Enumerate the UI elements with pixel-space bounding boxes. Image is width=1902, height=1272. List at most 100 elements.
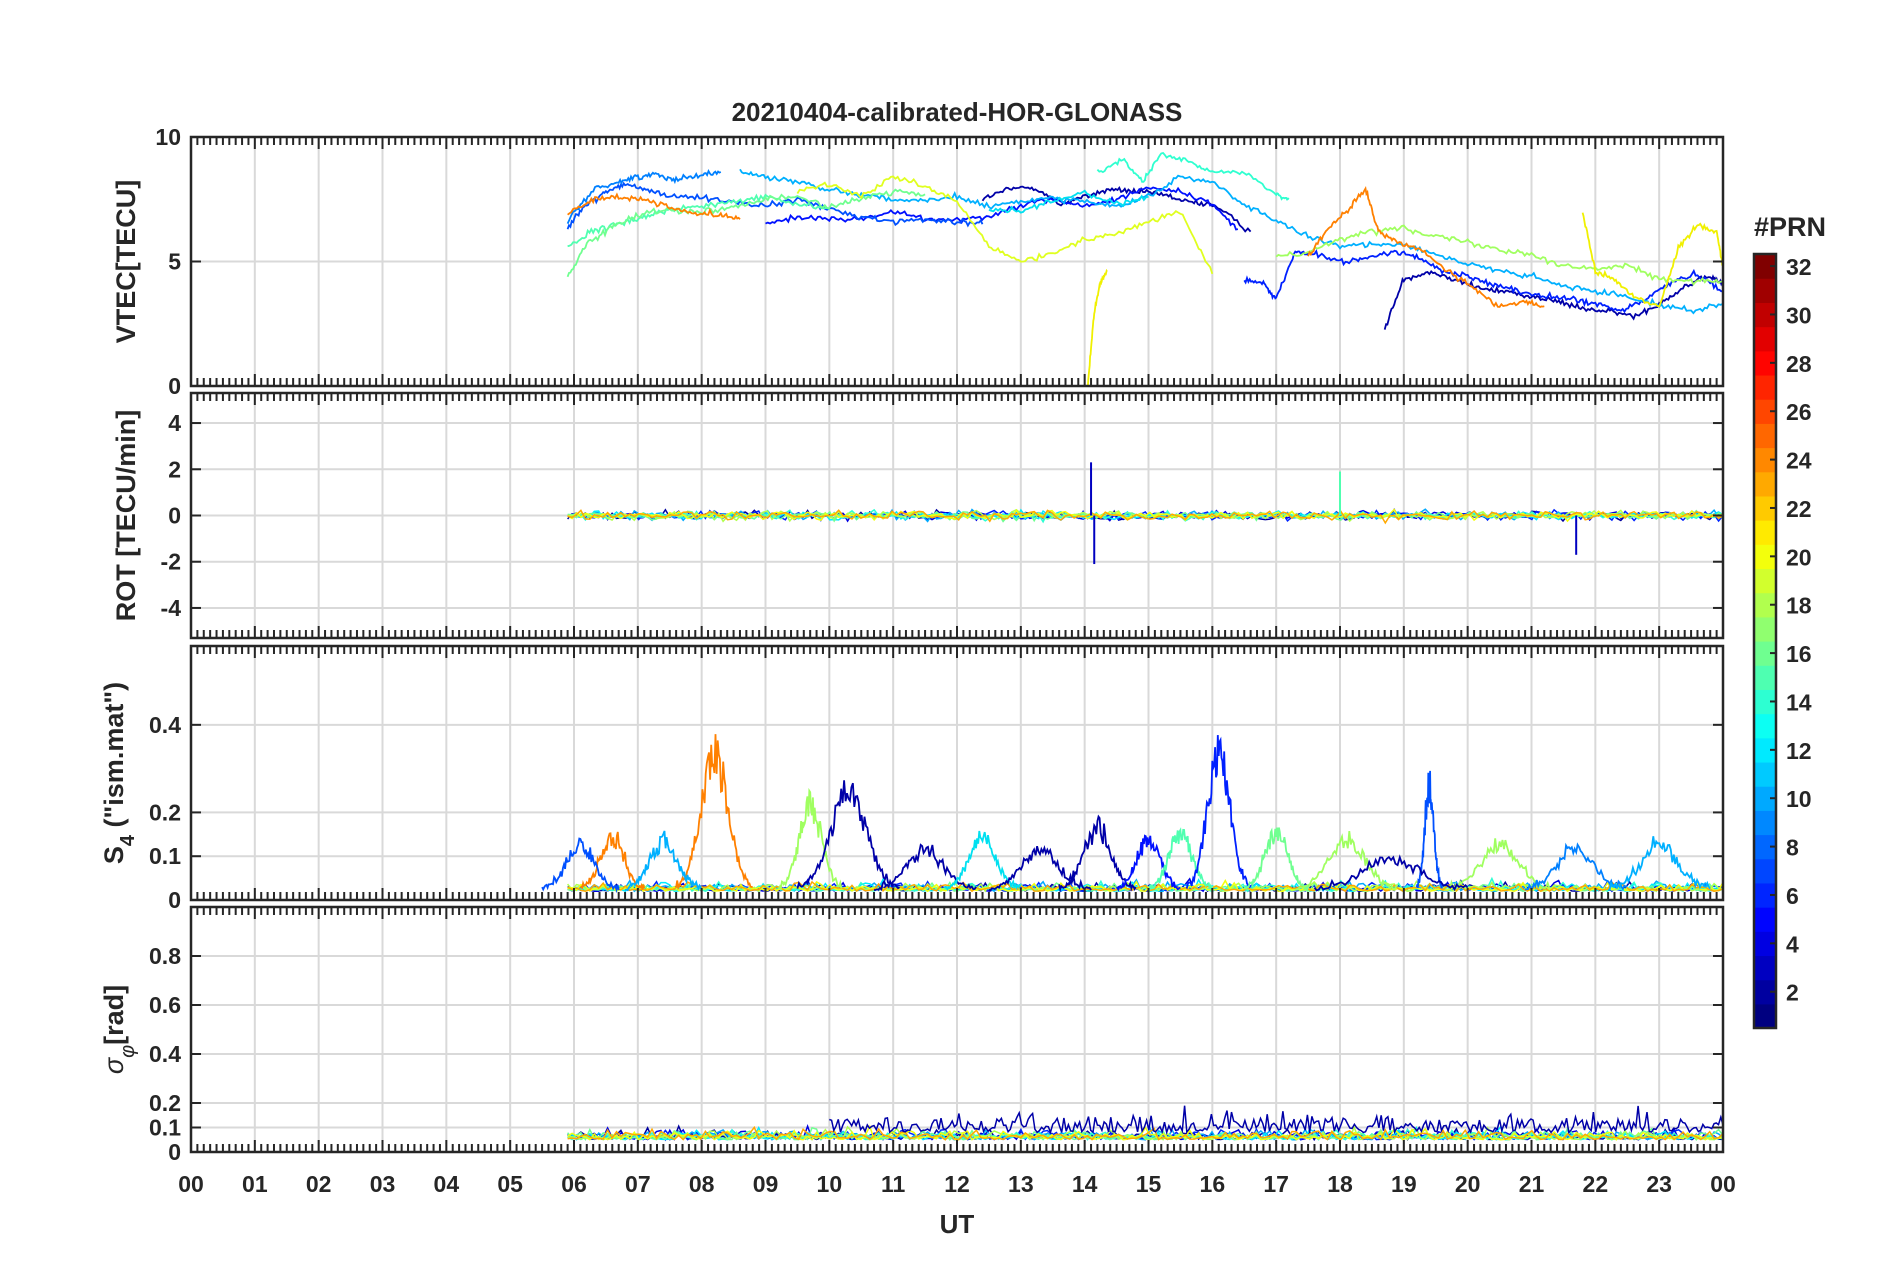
x-minor-ticks (190, 137, 1724, 386)
series-line-prn-13 (1096, 152, 1290, 202)
colorbar-tick-label: 8 (1786, 835, 1799, 861)
colorbar-tick-label: 26 (1786, 399, 1812, 425)
x-tick-label: 11 (881, 1171, 906, 1197)
y-axis-label: VTEC[TECU] (111, 180, 141, 344)
colorbar-swatch (1754, 302, 1776, 328)
colorbar-swatch (1754, 568, 1776, 594)
panel-s4: 0 0.1 0.2 0.4 S4 ("ism.mat") (99, 644, 1725, 913)
x-tick-label: 19 (1391, 1171, 1417, 1197)
series-line-prn-4 (1243, 249, 1723, 314)
colorbar-swatch (1754, 979, 1776, 1005)
colorbar-swatch (1754, 471, 1776, 497)
x-tick-label: 07 (625, 1171, 651, 1197)
series-line-prn-8 (566, 168, 722, 224)
x-tick-label: 20 (1455, 1171, 1481, 1197)
colorbar-swatch (1754, 955, 1776, 981)
series-line (567, 1126, 1723, 1141)
colorbar-swatch (1754, 665, 1776, 690)
colorbar-tick-label: 22 (1786, 496, 1812, 522)
colorbar-swatch (1754, 713, 1776, 739)
y-axis-ticks: -4 -2 0 2 4 (161, 410, 1723, 621)
colorbar-tick-label: 30 (1786, 302, 1812, 328)
y-tick-label: 0 (168, 1139, 181, 1165)
panel-vtec: 0 5 10 VTEC[TECU] (111, 124, 1725, 399)
series-line-prn-16 (566, 188, 926, 278)
colorbar-tick-label: 4 (1786, 931, 1799, 957)
s4-activity (1607, 836, 1711, 892)
colorbar-swatch (1754, 882, 1776, 908)
s4-activity (1243, 827, 1309, 894)
colorbar-swatch (1754, 399, 1776, 424)
y-tick-label: 0.2 (149, 1090, 181, 1116)
colorbar-tick-label: 32 (1786, 254, 1812, 280)
x-tick-label: 21 (1519, 1171, 1545, 1197)
x-tick-label: 01 (242, 1171, 268, 1197)
s4-activity (675, 734, 754, 891)
x-axis-label: UT (940, 1209, 975, 1239)
x-tick-label: 16 (1200, 1171, 1226, 1197)
s4-activity (1448, 838, 1552, 891)
x-tick-label: 13 (1008, 1171, 1034, 1197)
series-line-prn-2 (981, 185, 1252, 233)
colorbar-swatch (1754, 737, 1776, 763)
colorbar-swatch (1754, 495, 1776, 521)
s4-activity (1294, 830, 1399, 892)
y-tick-label: 0.2 (149, 799, 181, 825)
colorbar-swatch (1754, 544, 1776, 570)
x-tick-label: 00 (1710, 1171, 1736, 1197)
y-tick-label: 0.4 (149, 712, 181, 738)
y-tick-label: 4 (168, 410, 181, 436)
sigma-phi-activity (829, 1105, 1723, 1136)
y-tick-label: 0 (168, 503, 181, 529)
x-minor-ticks (190, 393, 1724, 638)
s4-activity (778, 787, 843, 891)
colorbar-swatch (1754, 374, 1776, 400)
s4-activity (1115, 834, 1181, 892)
s4-activity (579, 831, 646, 890)
x-tick-label: 10 (817, 1171, 843, 1197)
colorbar-tick-label: 10 (1786, 786, 1812, 812)
data-layer (541, 734, 1723, 894)
y-tick-label: 0.1 (149, 843, 181, 869)
series-line-prn-2 (1383, 270, 1723, 330)
y-axis-ticks: 0 0.1 0.2 0.4 (149, 712, 1723, 913)
y-axis-label: S4 ("ism.mat") (99, 682, 139, 864)
colorbar-swatch (1754, 786, 1776, 811)
colorbar-swatch (1754, 592, 1776, 618)
colorbar-swatch (1754, 1003, 1776, 1029)
series-line-prn-20 (796, 175, 1214, 275)
s4-activity (1147, 827, 1214, 893)
y-tick-label: 0.8 (149, 943, 181, 969)
series-line-prn-20 (1087, 268, 1108, 386)
colorbar-swatch (1754, 689, 1776, 715)
s4-activity (874, 843, 977, 892)
x-tick-label: 08 (689, 1171, 715, 1197)
colorbar-swatch (1754, 931, 1776, 957)
s4-activity (988, 845, 1092, 892)
y-axis-ticks: 00.10.2 0.4 0.6 0.8 (149, 943, 1723, 1165)
y-tick-label: 0 (168, 887, 181, 913)
s4-activity (541, 837, 620, 894)
x-tick-label: 09 (753, 1171, 779, 1197)
y-tick-label: 0.6 (149, 992, 181, 1018)
colorbar-tick-label: 24 (1786, 448, 1812, 474)
y-tick-label: -4 (161, 595, 182, 621)
y-axis-label: σφ[rad] (99, 985, 139, 1074)
series-line-prn-10 (739, 168, 1723, 315)
x-tick-label: 03 (370, 1171, 396, 1197)
colorbar-swatch (1754, 326, 1776, 352)
colorbar-swatch (1754, 520, 1776, 545)
colorbar-tick-label: 14 (1786, 689, 1812, 715)
y-tick-label: 0.1 (149, 1115, 181, 1141)
panel-rot: -4 -2 0 2 4 ROT [TECU/min] (111, 391, 1725, 640)
x-axis-ticks: 00 01 02 03 04 05 06 07 08 09 10 11 12 13 14 15 16 17 18 19… (178, 1171, 1736, 1197)
colorbar-swatch (1754, 350, 1776, 376)
y-tick-label: 5 (168, 249, 181, 275)
colorbar-tick-label: 18 (1786, 593, 1812, 619)
s4-activity (1185, 735, 1252, 889)
x-tick-label: 14 (1072, 1171, 1098, 1197)
x-tick-label: 00 (178, 1171, 204, 1197)
colorbar-tick-label: 6 (1786, 883, 1799, 909)
